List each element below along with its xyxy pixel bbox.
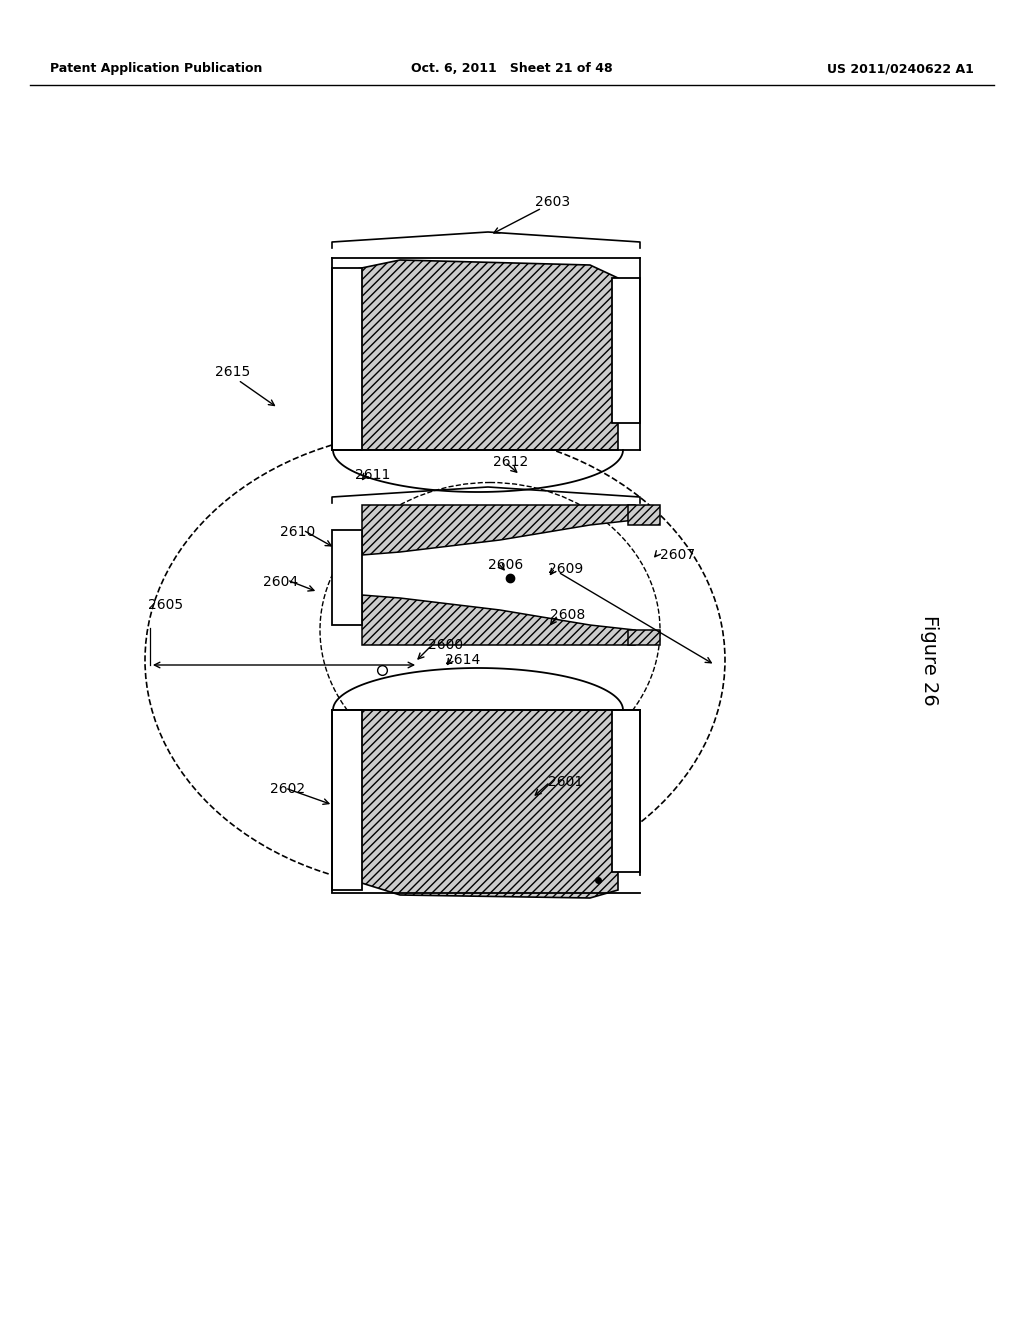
Text: 2611: 2611 [355, 469, 390, 482]
Text: 2607: 2607 [660, 548, 695, 562]
Text: 2608: 2608 [550, 609, 586, 622]
Text: 2605: 2605 [148, 598, 183, 612]
Bar [612, 279, 640, 422]
Polygon shape [628, 506, 660, 525]
Text: 2602: 2602 [270, 781, 305, 796]
Polygon shape [628, 630, 660, 645]
Polygon shape [352, 260, 618, 450]
Text: 2606: 2606 [488, 558, 523, 572]
Text: Patent Application Publication: Patent Application Publication [50, 62, 262, 75]
Bar [332, 531, 362, 624]
Bar [332, 268, 362, 450]
Polygon shape [362, 506, 635, 554]
Text: 2615: 2615 [215, 366, 250, 379]
Text: 2609: 2609 [548, 562, 584, 576]
Bar [612, 710, 640, 873]
Text: 2614: 2614 [445, 653, 480, 667]
Text: 2600: 2600 [428, 638, 463, 652]
Text: 2604: 2604 [263, 576, 298, 589]
Polygon shape [362, 595, 635, 645]
Text: US 2011/0240622 A1: US 2011/0240622 A1 [827, 62, 974, 75]
Text: 2612: 2612 [493, 455, 528, 469]
Text: 2603: 2603 [535, 195, 570, 209]
Text: Oct. 6, 2011   Sheet 21 of 48: Oct. 6, 2011 Sheet 21 of 48 [412, 62, 612, 75]
Polygon shape [352, 710, 618, 898]
Text: Figure 26: Figure 26 [921, 615, 939, 705]
Text: 2601: 2601 [548, 775, 584, 789]
Bar [332, 710, 362, 890]
Text: 2610: 2610 [280, 525, 315, 539]
